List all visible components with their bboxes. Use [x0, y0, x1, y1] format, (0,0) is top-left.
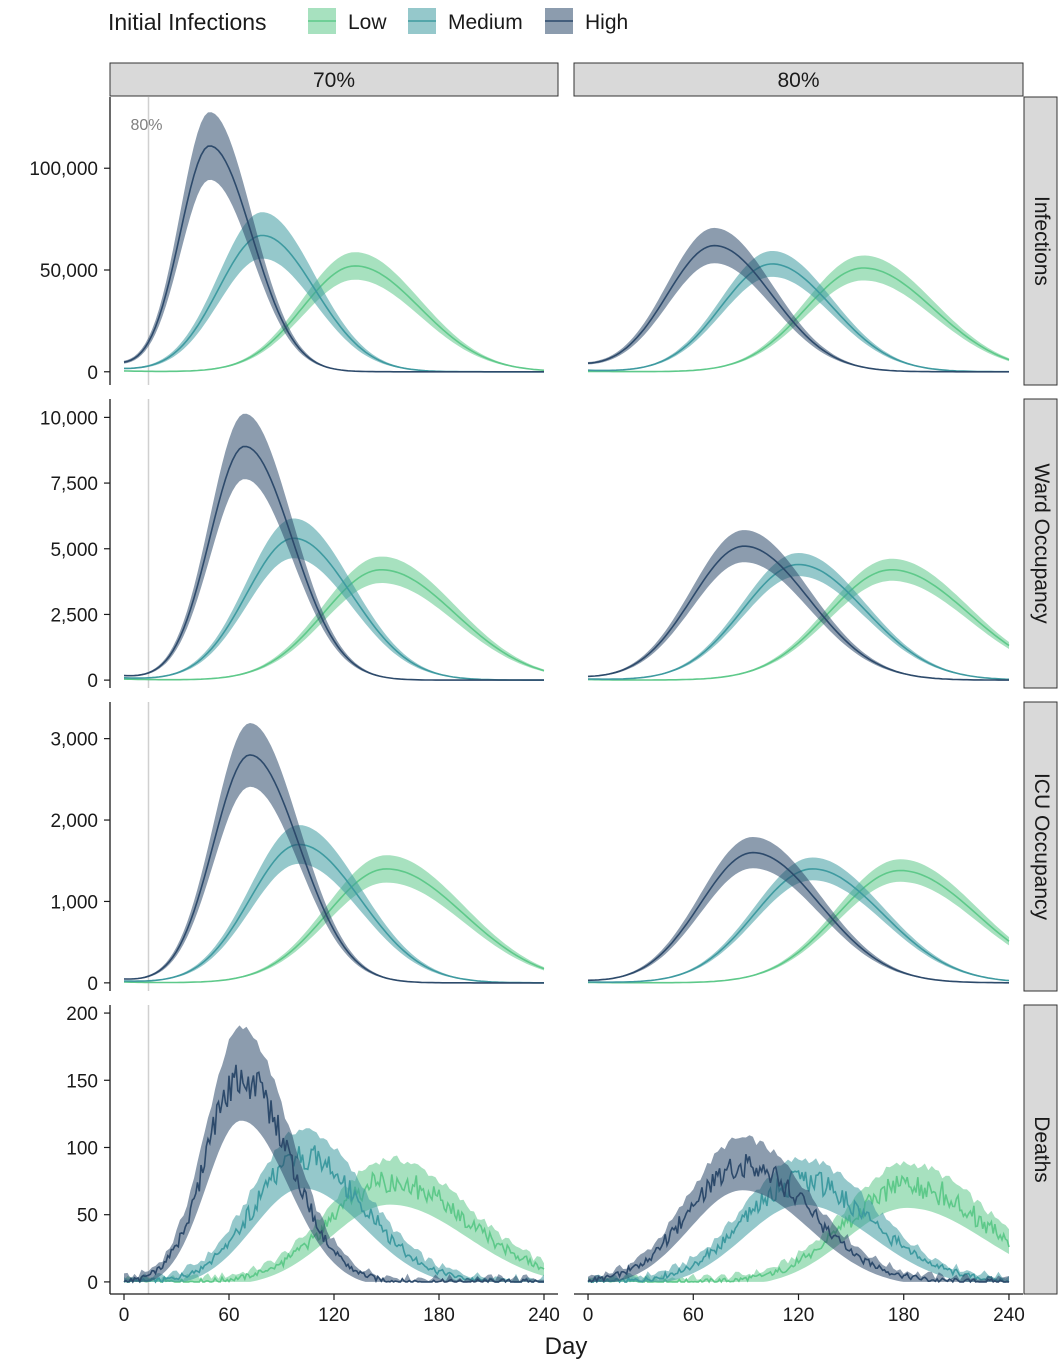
- line-low: [588, 267, 1010, 373]
- line-medium: [588, 563, 1010, 681]
- ribbon-high: [124, 112, 544, 372]
- panel-icu-occupancy-80pct: [587, 837, 1010, 984]
- panel-icu-occupancy-70pct: [123, 702, 545, 991]
- line-high: [587, 851, 1009, 984]
- panel-ward-occupancy-70pct: [123, 399, 545, 688]
- line-medium: [123, 537, 544, 681]
- y-tick-label: 150: [66, 1071, 98, 1092]
- ribbon-high: [588, 1135, 1009, 1282]
- panel-ward-occupancy-80pct: [587, 530, 1010, 681]
- y-tick-label: 50,000: [40, 261, 98, 282]
- y-tick-label: 100,000: [29, 159, 98, 180]
- y-tick-label: 2,000: [50, 811, 98, 832]
- y-tick-label: 2,500: [50, 605, 98, 626]
- line-high: [124, 754, 544, 984]
- legend: Initial Infections Low Medium High: [108, 8, 628, 35]
- x-tick-label: 180: [888, 1305, 920, 1326]
- ribbon-high: [588, 227, 1009, 372]
- x-axis-title: Day: [545, 1333, 588, 1360]
- x-tick-label: 0: [119, 1305, 130, 1326]
- x-tick-label: 180: [423, 1305, 455, 1326]
- line-high: [123, 1064, 544, 1284]
- column-strip: [109, 62, 559, 97]
- column-strip: [573, 62, 1024, 97]
- row-strip-label: Ward Occupancy: [1030, 463, 1053, 624]
- y-tick-label: 3,000: [50, 730, 98, 751]
- y-tick-label: 0: [87, 671, 98, 692]
- legend-label: Low: [348, 11, 387, 34]
- x-tick-label: 240: [993, 1305, 1025, 1326]
- x-tick-label: 120: [783, 1305, 815, 1326]
- line-medium: [587, 263, 1009, 373]
- line-medium: [124, 234, 544, 373]
- ribbon-high: [124, 413, 544, 681]
- row-strip: [1023, 1004, 1058, 1295]
- column-strip-label: 80%: [777, 69, 819, 92]
- panel-deaths-80pct: [587, 1135, 1010, 1284]
- y-tick-label: 0: [87, 974, 98, 995]
- x-tick-label: 60: [683, 1305, 704, 1326]
- x-tick-label: 60: [218, 1305, 239, 1326]
- row-strip-label: Deaths: [1030, 1116, 1053, 1183]
- y-tick-label: 0: [87, 1273, 98, 1294]
- x-tick-label: 0: [583, 1305, 594, 1326]
- ribbon-medium: [588, 1157, 1009, 1282]
- x-tick-label: 240: [528, 1305, 560, 1326]
- row-strip: [1023, 701, 1058, 992]
- legend-label: High: [585, 11, 628, 34]
- y-tick-label: 100: [66, 1138, 98, 1159]
- y-tick-label: 5,000: [50, 540, 98, 561]
- line-low: [588, 869, 1010, 984]
- y-tick-label: 10,000: [40, 408, 98, 429]
- y-tick-label: 0: [87, 363, 98, 384]
- line-high: [123, 145, 544, 373]
- row-strip: [1023, 398, 1058, 689]
- reference-line-label: 80%: [131, 117, 163, 134]
- y-tick-label: 50: [77, 1206, 98, 1227]
- line-low: [123, 265, 545, 373]
- x-tick-label: 120: [318, 1305, 350, 1326]
- ribbon-low: [588, 1161, 1009, 1282]
- line-low: [588, 569, 1010, 681]
- line-low: [123, 569, 545, 681]
- ribbon-low: [124, 855, 544, 983]
- panel-infections-70pct: 80%: [123, 97, 545, 385]
- row-strip-label: ICU Occupancy: [1030, 773, 1053, 921]
- line-medium: [587, 1169, 1010, 1284]
- ribbon-medium: [588, 553, 1009, 680]
- column-strip-label: 70%: [313, 69, 355, 92]
- ribbon-high: [588, 530, 1009, 681]
- line-low: [123, 1170, 545, 1284]
- line-high: [587, 545, 1009, 681]
- panel-infections-80pct: [587, 227, 1010, 373]
- y-tick-label: 1,000: [50, 892, 98, 913]
- y-tick-label: 200: [66, 1004, 98, 1025]
- y-tick-label: 7,500: [50, 474, 98, 495]
- line-high: [123, 445, 544, 681]
- line-high: [587, 244, 1009, 373]
- legend-label: Medium: [448, 11, 523, 34]
- ribbon-medium: [588, 251, 1009, 372]
- legend-title: Initial Infections: [108, 9, 267, 35]
- ribbon-high: [588, 837, 1009, 983]
- line-high: [587, 1154, 1009, 1284]
- row-strip: [1023, 96, 1058, 386]
- panel-deaths-70pct: [123, 1005, 545, 1294]
- line-medium: [123, 843, 544, 984]
- ribbon-low: [124, 252, 544, 372]
- ribbon-medium: [124, 212, 544, 372]
- line-low: [123, 868, 545, 984]
- ribbon-medium: [124, 825, 544, 983]
- row-strip-label: Infections: [1030, 196, 1053, 286]
